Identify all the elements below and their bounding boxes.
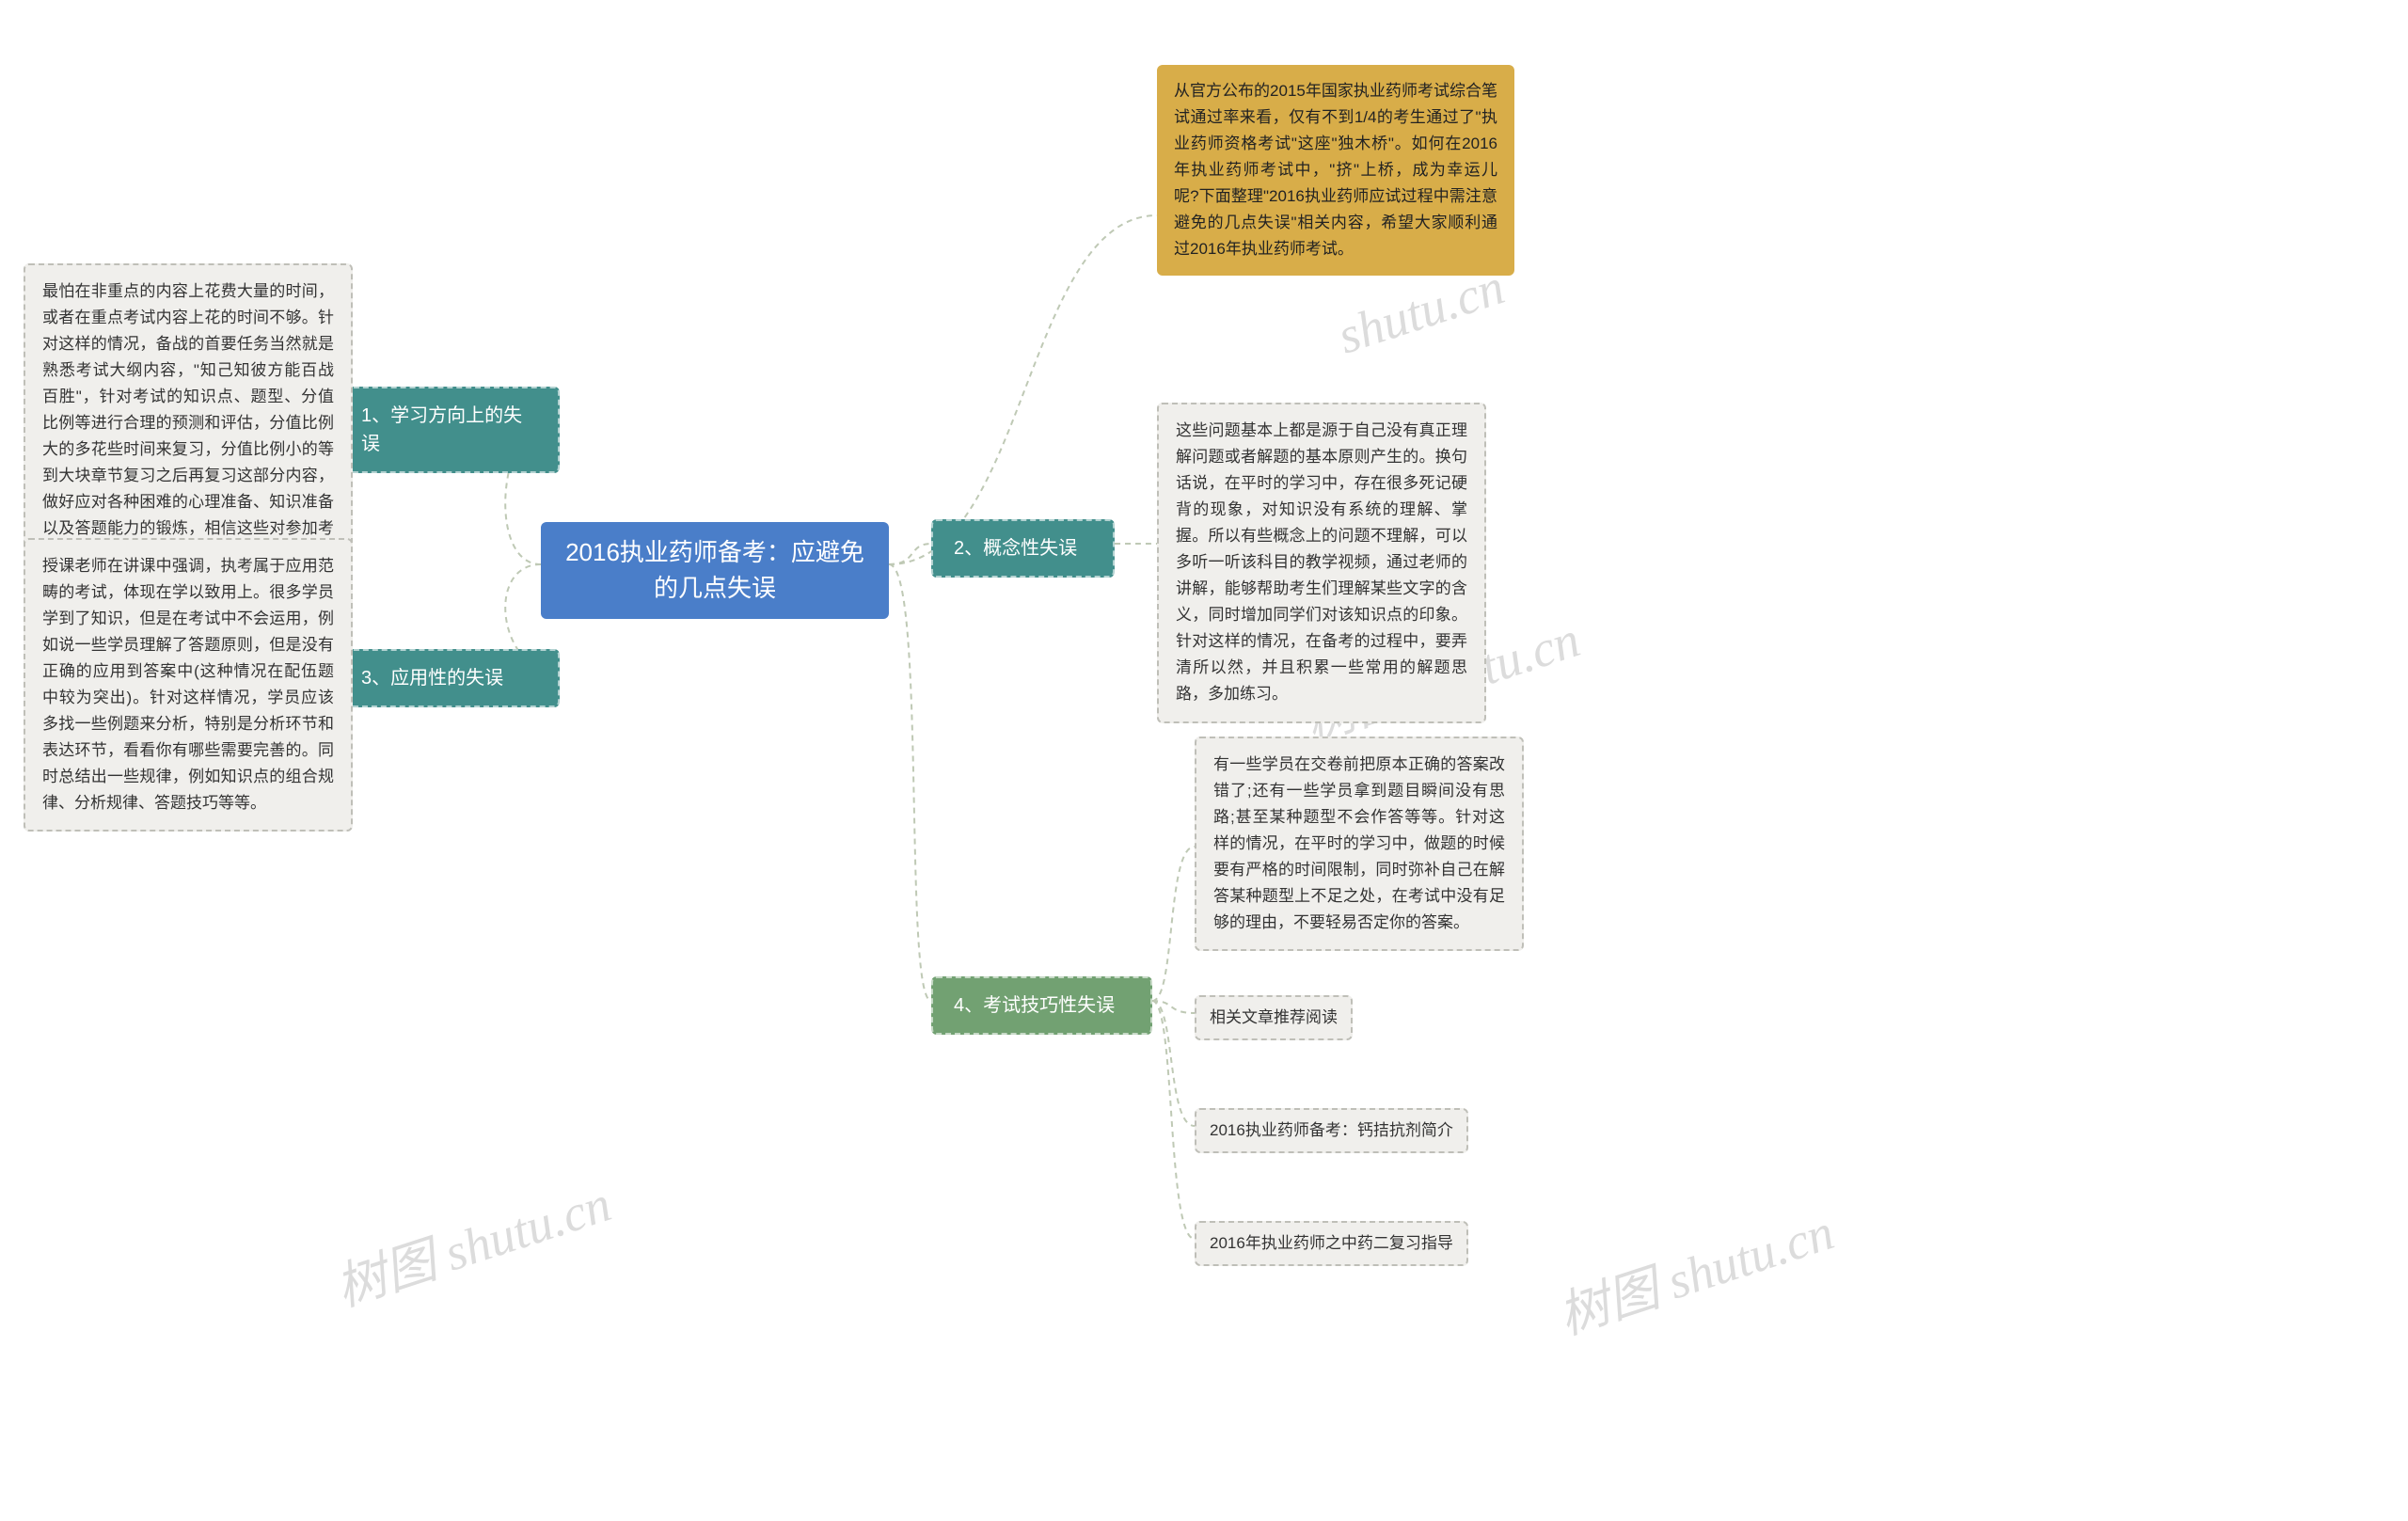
leaf-related-reading: 相关文章推荐阅读: [1195, 995, 1353, 1040]
branch-exam-skill[interactable]: 4、考试技巧性失误: [931, 976, 1152, 1035]
watermark: 树图 shutu.cn: [325, 1162, 619, 1321]
leaf-intro: 从官方公布的2015年国家执业药师考试综合笔试通过率来看，仅有不到1/4的考生通…: [1157, 65, 1514, 276]
branch-study-direction[interactable]: 1、学习方向上的失误: [339, 387, 560, 473]
leaf-conceptual: 这些问题基本上都是源于自己没有真正理解问题或者解题的基本原则产生的。换句话说，在…: [1157, 403, 1486, 723]
leaf-link-calcium[interactable]: 2016执业药师备考：钙拮抗剂简介: [1195, 1108, 1468, 1153]
leaf-link-zhongyao[interactable]: 2016年执业药师之中药二复习指导: [1195, 1221, 1468, 1266]
leaf-exam-skill-main: 有一些学员在交卷前把原本正确的答案改错了;还有一些学员拿到题目瞬间没有思路;甚至…: [1195, 737, 1524, 951]
leaf-study-direction: 最怕在非重点的内容上花费大量的时间，或者在重点考试内容上花的时间不够。针对这样的…: [24, 263, 353, 584]
watermark: 树图 shutu.cn: [1547, 1190, 1842, 1349]
leaf-application: 授课老师在讲课中强调，执考属于应用范畴的考试，体现在学以致用上。很多学员学到了知…: [24, 538, 353, 832]
branch-application[interactable]: 3、应用性的失误: [339, 649, 560, 707]
root-node[interactable]: 2016执业药师备考：应避免的几点失误: [541, 522, 889, 619]
branch-conceptual[interactable]: 2、概念性失误: [931, 519, 1115, 578]
